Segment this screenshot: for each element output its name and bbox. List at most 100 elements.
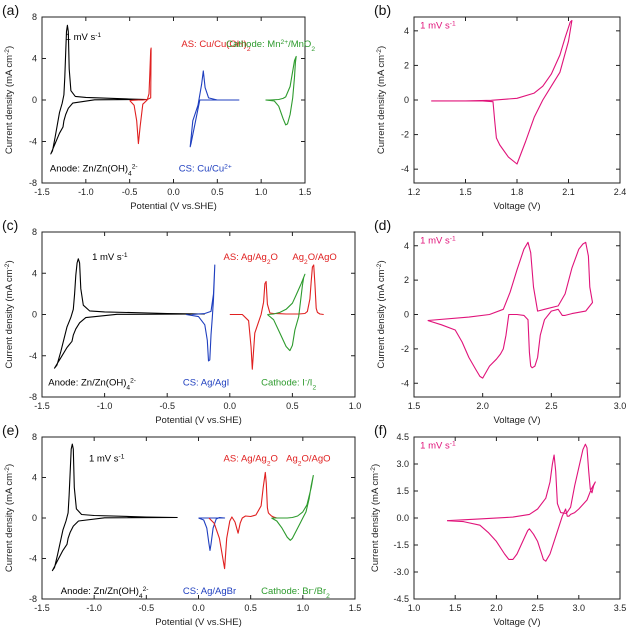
y-tick-label: -4.5 — [393, 594, 409, 604]
x-tick-label: -0.5 — [159, 401, 175, 411]
x-tick-label: 2.4 — [614, 187, 627, 197]
series-line-e-3 — [271, 474, 314, 541]
annotation-a-1: AS: Cu/Cu(OH)2 — [181, 39, 250, 53]
annotation-a-4: CS: Cu/Cu2+ — [179, 163, 232, 175]
annotation-a-3: Anode: Zn/Zn(OH)42- — [50, 163, 138, 177]
x-tick-label: 0.0 — [167, 187, 180, 197]
x-tick-label: 0.0 — [192, 603, 205, 613]
annotation-c-1: AS: Ag/Ag2O — [224, 252, 278, 266]
annotation-e-0: 1 mV s-1 — [89, 453, 125, 465]
x-tick-label: -1.5 — [34, 187, 50, 197]
x-tick-label: 0.5 — [211, 187, 224, 197]
annotation-c-5: Cathode: I-/I2 — [261, 377, 316, 391]
annotation-e-5: Cathode: Br-/Br2 — [261, 586, 330, 600]
y-tick-label: -4 — [29, 554, 37, 564]
series-line-b-0 — [431, 19, 573, 165]
x-tick-label: 1.5 — [459, 187, 472, 197]
series-line-d-0 — [427, 241, 594, 379]
series-line-c-3 — [267, 273, 306, 352]
x-tick-label: 0.5 — [286, 401, 299, 411]
x-tick-label: 2.0 — [476, 401, 489, 411]
x-tick-label: 1.5 — [299, 187, 312, 197]
y-tick-label: -4 — [29, 351, 37, 361]
x-tick-label: 1.0 — [255, 187, 268, 197]
x-tick-label: 0.0 — [224, 401, 237, 411]
panel-label-e: (e) — [2, 422, 19, 438]
y-tick-label: 4 — [32, 54, 37, 64]
y-tick-label: 0 — [404, 95, 409, 105]
y-tick-label: 8 — [32, 227, 37, 237]
x-tick-label: 2.5 — [545, 401, 558, 411]
series-line-a-3 — [265, 55, 297, 126]
y-tick-label: -8 — [29, 594, 37, 604]
series-line-c-2 — [229, 264, 324, 370]
series-line-e-1 — [198, 516, 226, 551]
annotation-c-4: CS: Ag/AgI — [183, 377, 229, 388]
y-tick-label: -2 — [401, 344, 409, 354]
x-axis-title-e: Potential (V vs.SHE) — [155, 617, 242, 628]
series-line-a-1 — [129, 47, 152, 145]
y-tick-label: 0 — [32, 95, 37, 105]
annotation-e-2: Ag2O/AgO — [286, 453, 330, 467]
y-tick-label: -8 — [29, 178, 37, 188]
y-axis-title-a: Current density (mA cm-2) — [4, 46, 16, 154]
series-line-e-0 — [51, 443, 178, 572]
annotation-d-0: 1 mV s-1 — [420, 235, 456, 247]
x-axis-title-a: Potential (V vs.SHE) — [130, 201, 217, 212]
series-line-f-0 — [446, 443, 596, 562]
y-tick-label: 4.5 — [396, 432, 409, 442]
y-tick-label: 0 — [32, 513, 37, 523]
y-tick-label: 8 — [32, 432, 37, 442]
x-tick-label: 3.0 — [614, 401, 627, 411]
x-tick-label: 1.0 — [408, 603, 421, 613]
y-tick-label: -1.5 — [393, 540, 409, 550]
x-tick-label: -1.0 — [86, 603, 102, 613]
plot-frame-f — [413, 436, 621, 600]
x-axis-title-d: Voltage (V) — [494, 415, 541, 426]
y-tick-label: 4 — [32, 268, 37, 278]
y-tick-label: 0 — [32, 310, 37, 320]
y-axis-title-b: Current density (mA cm-2) — [376, 46, 388, 154]
y-tick-label: 0 — [404, 310, 409, 320]
y-tick-label: -3.0 — [393, 567, 409, 577]
series-line-a-0 — [50, 24, 148, 155]
y-tick-label: -4 — [29, 137, 37, 147]
series-line-c-0 — [53, 258, 205, 369]
panel-e: (e) -1.5 -1.0 -0.5 0.0 0.5 1.0 1.5 -8 -4 0 4 8 Potent… — [2, 422, 361, 628]
y-tick-label: 4 — [404, 241, 409, 251]
panel-a: (a) -1.5 -1.0 -0.5 0.0 0.5 1.0 1.5 -8 -4 0 4 8 Potent… — [2, 2, 315, 212]
annotation-c-0: 1 mV s-1 — [92, 252, 128, 264]
series-line-c-1 — [185, 264, 216, 362]
annotation-a-2: Cathode: Mn2+/MnO2 — [226, 38, 315, 52]
x-tick-label: 3.0 — [573, 603, 586, 613]
x-tick-label: 1.8 — [511, 187, 524, 197]
y-axis-title-c: Current density (mA cm-2) — [4, 260, 16, 368]
x-tick-label: -1.0 — [78, 187, 94, 197]
annotation-f-0: 1 mV s-1 — [420, 440, 456, 452]
x-tick-label: -0.5 — [122, 187, 138, 197]
series-line-a-2 — [189, 70, 240, 148]
x-tick-label: -1.5 — [34, 401, 50, 411]
x-axis-title-f: Voltage (V) — [494, 617, 541, 628]
annotation-c-3: Anode: Zn/Zn(OH)42- — [48, 377, 136, 391]
x-tick-label: 0.5 — [244, 603, 257, 613]
panel-d: (d) 1.5 2.0 2.5 3.0 -4 -2 0 2 4 Voltage (V) Current… — [374, 217, 626, 426]
x-tick-label: -1.0 — [97, 401, 113, 411]
y-tick-label: 4 — [404, 26, 409, 36]
x-tick-label: 1.5 — [449, 603, 462, 613]
x-tick-label: 2.5 — [531, 603, 544, 613]
x-tick-label: 1.2 — [408, 187, 421, 197]
x-axis-title-b: Voltage (V) — [494, 201, 541, 212]
y-tick-label: 0.0 — [396, 513, 409, 523]
panel-b: (b) 1.2 1.5 1.8 2.1 2.4 -4 -2 0 2 4 Voltage (V) Curr… — [374, 2, 626, 212]
y-axis-title-e: Current density (mA cm-2) — [4, 464, 16, 572]
panel-label-d: (d) — [374, 217, 391, 233]
y-tick-label: 8 — [32, 12, 37, 22]
annotation-c-2: Ag2O/AgO — [292, 252, 336, 266]
x-tick-label: 1.0 — [349, 401, 362, 411]
y-tick-label: -2 — [401, 130, 409, 140]
y-tick-label: -8 — [29, 392, 37, 402]
panel-label-c: (c) — [2, 217, 18, 233]
